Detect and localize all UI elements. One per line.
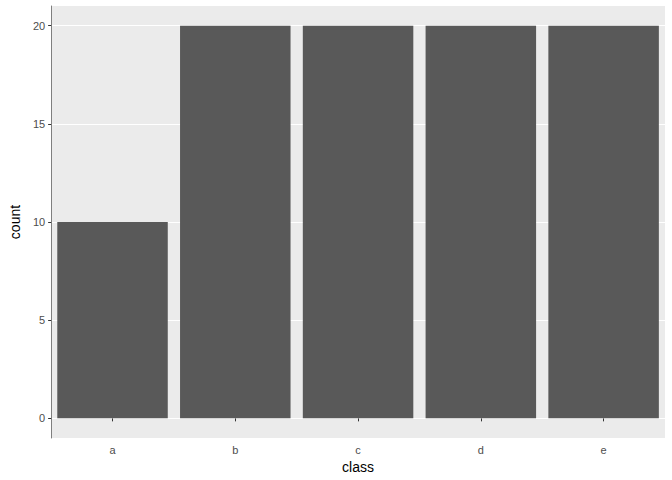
svg-text:0: 0 [39,412,45,424]
svg-text:5: 5 [39,314,45,326]
svg-text:class: class [342,459,374,475]
svg-text:c: c [355,444,361,456]
svg-text:a: a [109,444,116,456]
svg-text:count: count [7,205,23,239]
svg-text:10: 10 [33,216,45,228]
svg-text:e: e [601,444,607,456]
svg-text:b: b [232,444,238,456]
svg-text:d: d [478,444,484,456]
svg-text:15: 15 [33,118,45,130]
svg-text:20: 20 [33,20,45,32]
